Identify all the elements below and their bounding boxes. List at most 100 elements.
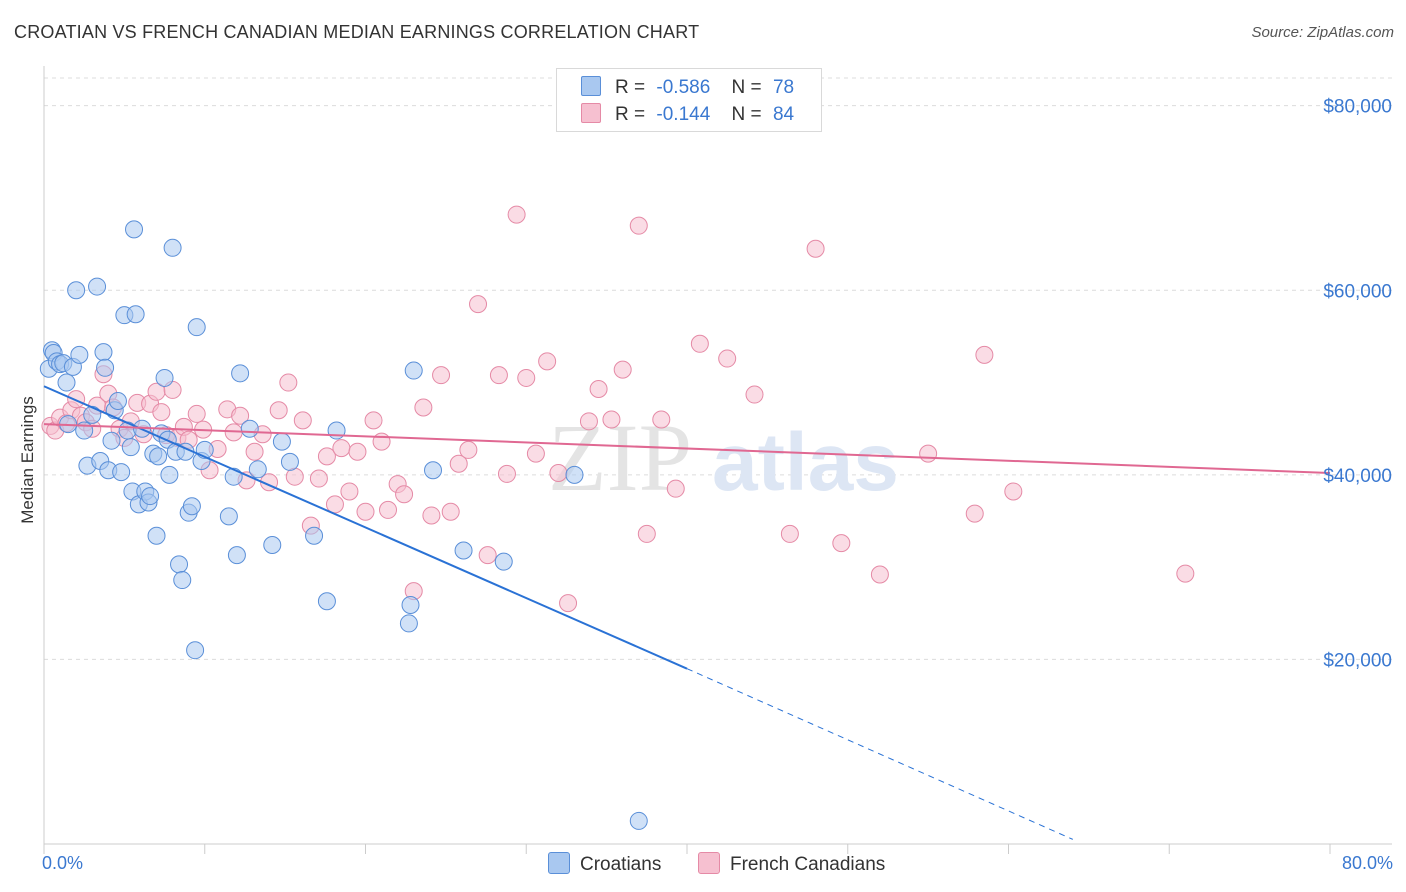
legend-label-croatians: Croatians [580, 854, 662, 875]
data-point-french-canadians [469, 295, 488, 314]
legend-n-value: 84 [772, 104, 795, 125]
y-tick-label: $40,000 [1323, 466, 1392, 487]
data-point-french-canadians [432, 366, 451, 385]
legend-item-croatians[interactable]: Croatians [548, 852, 661, 876]
data-point-french-canadians [364, 411, 383, 430]
data-point-croatians [125, 220, 144, 239]
data-point-croatians [224, 467, 243, 486]
legend-swatch-blue [581, 76, 601, 96]
data-point-croatians [108, 392, 127, 411]
data-point-french-canadians [459, 440, 478, 459]
legend-label-french-canadians: French Canadians [730, 854, 886, 875]
x-tick-label: 80.0% [1342, 853, 1393, 873]
data-point-french-canadians [507, 205, 526, 224]
legend-row-french-canadians: R = -0.144 N = 84 [581, 103, 794, 127]
data-point-french-canadians [1176, 564, 1195, 583]
series-french-canadians-points [41, 205, 1195, 613]
data-point-croatians [219, 507, 238, 526]
y-tick-labels: $20,000 $40,000 $60,000 $80,000 [1323, 97, 1392, 672]
data-point-french-canadians [152, 403, 171, 422]
data-point-french-canadians [652, 410, 671, 429]
data-point-french-canadians [690, 334, 709, 353]
data-point-croatians [57, 373, 76, 392]
trendlines [43, 385, 1331, 840]
data-point-french-canadians [975, 345, 994, 364]
data-point-croatians [399, 614, 418, 633]
data-point-french-canadians [559, 594, 578, 613]
data-point-french-canadians [422, 506, 441, 525]
data-point-french-canadians [637, 524, 656, 543]
data-point-croatians [182, 497, 201, 516]
data-point-french-canadians [526, 444, 545, 463]
data-point-french-canadians [780, 524, 799, 543]
data-point-french-canadians [372, 432, 391, 451]
data-point-french-canadians [231, 406, 250, 425]
data-point-french-canadians [666, 479, 685, 498]
data-point-croatians [263, 535, 282, 554]
data-point-french-canadians [279, 373, 298, 392]
axes [43, 66, 1392, 854]
y-tick-label: $20,000 [1323, 650, 1392, 671]
data-point-croatians [67, 281, 86, 300]
legend-n-value: 78 [772, 77, 795, 98]
legend-item-french-canadians[interactable]: French Canadians [698, 852, 885, 876]
data-point-french-canadians [414, 398, 433, 417]
legend-r-value: -0.144 [656, 104, 711, 125]
stats-legend: R = -0.586 N = 78 R = -0.144 N = 84 [556, 68, 822, 132]
series-croatians-points [39, 220, 648, 830]
x-tick-label: 0.0% [42, 853, 83, 873]
data-point-croatians [160, 465, 179, 484]
legend-n-label: N = [731, 104, 762, 125]
data-point-croatians [401, 595, 420, 614]
data-point-croatians [163, 238, 182, 257]
data-point-french-canadians [870, 565, 889, 584]
data-point-croatians [629, 811, 648, 830]
data-point-croatians [112, 463, 131, 482]
data-point-french-canadians [348, 442, 367, 461]
data-point-french-canadians [317, 447, 336, 466]
data-point-french-canadians [441, 502, 460, 521]
data-point-french-canadians [449, 454, 468, 473]
series-legend: Croatians French Canadians [0, 852, 1406, 876]
data-point-french-canadians [395, 485, 414, 504]
data-point-french-canadians [67, 390, 86, 409]
data-point-croatians [102, 431, 121, 450]
legend-swatch-french-canadians [698, 852, 720, 874]
data-point-french-canadians [613, 360, 632, 379]
data-point-french-canadians [832, 534, 851, 553]
data-point-croatians [83, 405, 102, 424]
data-point-french-canadians [379, 500, 398, 519]
data-point-french-canadians [718, 349, 737, 368]
source-label: Source: ZipAtlas.com [1251, 24, 1394, 41]
data-point-french-canadians [549, 463, 568, 482]
data-point-french-canadians [340, 482, 359, 501]
data-point-french-canadians [245, 442, 264, 461]
watermark: ZIP atlas [548, 404, 899, 511]
data-point-croatians [454, 541, 473, 560]
data-point-croatians [248, 460, 267, 479]
trendline-french-canadians [43, 423, 1331, 474]
data-point-croatians [317, 592, 336, 611]
legend-swatch-pink [581, 103, 601, 123]
data-point-french-canadians [187, 404, 206, 423]
data-point-french-canadians [919, 444, 938, 463]
data-point-french-canadians [489, 366, 508, 385]
data-point-croatians [94, 343, 113, 362]
data-point-french-canadians [806, 239, 825, 258]
data-point-french-canadians [965, 504, 984, 523]
data-point-croatians [147, 526, 166, 545]
trendline-croatians-extrapolated [686, 668, 1074, 840]
data-point-french-canadians [1004, 482, 1023, 501]
data-point-croatians [173, 571, 192, 590]
data-point-croatians [96, 358, 115, 377]
data-point-french-canadians [538, 352, 557, 371]
data-point-croatians [424, 461, 443, 480]
legend-r-label: R = [615, 77, 646, 98]
watermark-atlas: atlas [712, 417, 899, 508]
data-point-croatians [305, 526, 324, 545]
data-point-croatians [187, 318, 206, 337]
data-point-croatians [272, 432, 291, 451]
x-tick-labels: 0.0% 80.0% [42, 853, 1393, 873]
data-point-croatians [126, 305, 145, 324]
